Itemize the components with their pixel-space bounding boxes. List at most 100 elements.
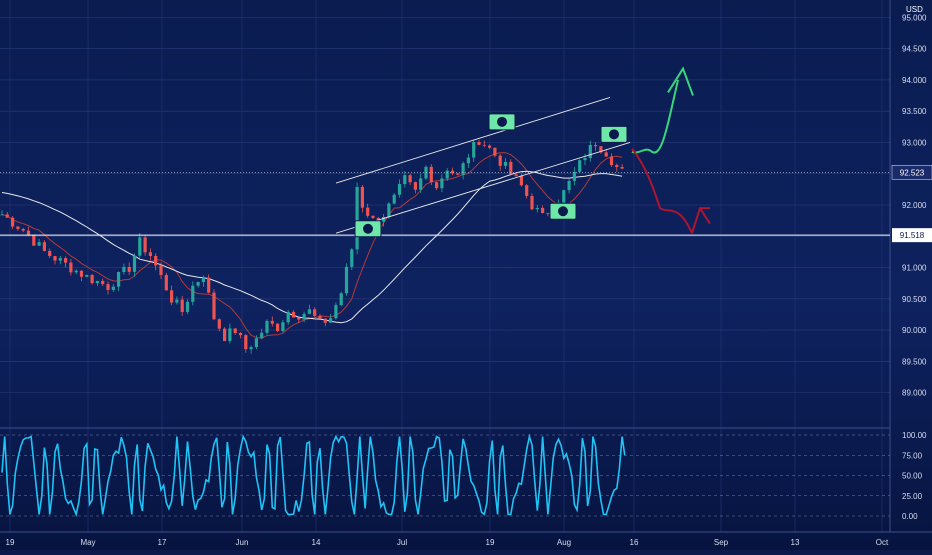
bearish-arrow-head xyxy=(691,207,711,234)
candle-body xyxy=(217,319,221,329)
candle-body xyxy=(588,144,592,159)
candle-body xyxy=(344,266,349,294)
drawings xyxy=(0,66,890,238)
time-axis: 19 May 17 Jun 14 Jul 19 Aug 16 Sep 13 Oct xyxy=(6,538,889,547)
candle-body xyxy=(313,309,317,316)
candle-body xyxy=(180,299,184,312)
candle-body xyxy=(196,281,200,286)
candle-body xyxy=(366,207,370,216)
candle-body xyxy=(493,147,497,156)
price-tick-label: 90.500 xyxy=(902,295,927,304)
candle-body xyxy=(318,315,322,319)
price-tick-label: 95.000 xyxy=(902,13,927,22)
candle-body xyxy=(429,166,433,183)
candle-body xyxy=(567,180,571,191)
candle-body xyxy=(191,285,195,302)
time-tick-label: Jun xyxy=(236,538,249,547)
oscillator-tick-label: 0.00 xyxy=(902,512,918,521)
candle-body xyxy=(456,173,460,175)
candle-body xyxy=(297,317,301,320)
candle-body xyxy=(265,320,269,333)
price-tick-label: 89.000 xyxy=(902,389,927,398)
candle-body xyxy=(58,258,62,261)
candle-body xyxy=(620,167,624,169)
currency-label: USD xyxy=(906,5,923,14)
candle-body xyxy=(472,142,476,158)
candle-body xyxy=(360,186,364,208)
time-tick-label: May xyxy=(80,538,95,547)
candle-body xyxy=(482,144,486,146)
candle-body xyxy=(594,144,598,147)
time-tick-label: 13 xyxy=(791,538,800,547)
candle-body xyxy=(69,262,73,273)
candle-body xyxy=(477,142,481,145)
candle-body xyxy=(0,214,4,216)
time-tick-label: 16 xyxy=(630,538,639,547)
candle-body xyxy=(127,266,131,272)
time-tick-label: 19 xyxy=(486,538,495,547)
candle-body xyxy=(238,333,243,336)
candle-body xyxy=(5,214,9,218)
candle-body xyxy=(79,270,84,277)
level-box xyxy=(892,228,932,243)
candle-body xyxy=(599,146,603,153)
candle-body xyxy=(371,215,375,218)
candle-body xyxy=(170,290,174,303)
price-tick-label: 89.500 xyxy=(902,357,927,366)
candle-body xyxy=(185,301,190,312)
candle-body xyxy=(228,328,232,342)
candle-body xyxy=(392,194,396,204)
candle-body xyxy=(466,157,470,164)
dollar-marker xyxy=(488,113,516,131)
candle-body xyxy=(95,280,99,284)
candle-body xyxy=(509,161,513,175)
candle-body xyxy=(233,328,237,334)
time-tick-label: 17 xyxy=(158,538,167,547)
candle-body xyxy=(48,250,52,257)
candle-body xyxy=(148,252,152,256)
time-tick-label: Aug xyxy=(557,538,571,547)
candle-body xyxy=(387,203,391,217)
candle-body xyxy=(519,175,523,186)
rising-channel-lower xyxy=(335,142,631,234)
candle-body xyxy=(53,256,57,261)
candle-body xyxy=(21,228,25,231)
candle-body xyxy=(514,174,518,176)
candle-body xyxy=(323,318,327,323)
candle-body xyxy=(164,274,168,291)
oscillator-panel xyxy=(0,433,890,518)
time-tick-label: Jul xyxy=(397,538,407,547)
time-tick-label: 19 xyxy=(6,538,15,547)
ma-long-line xyxy=(1,170,623,324)
level-badge: 91.518 xyxy=(892,228,932,243)
candle-body xyxy=(329,318,333,323)
candle-body xyxy=(16,226,20,229)
last-price-label: 92.523 xyxy=(900,168,925,177)
rising-channel-upper xyxy=(335,97,611,184)
candle-body xyxy=(397,184,402,195)
dollar-marker xyxy=(600,125,628,143)
candle-body xyxy=(42,242,46,251)
candle-body xyxy=(270,320,274,324)
candle-body xyxy=(281,322,285,332)
dollar-bill-center xyxy=(363,223,373,234)
candle-body xyxy=(244,335,248,350)
candle-body xyxy=(403,175,407,185)
candle-body xyxy=(37,242,41,246)
candle-body xyxy=(339,293,343,306)
candle-body xyxy=(408,175,412,183)
candle-body xyxy=(64,258,68,263)
bearish-projection-arrow xyxy=(631,148,693,234)
price-tick-label: 90.000 xyxy=(902,326,927,335)
candle-body xyxy=(530,195,534,210)
candle-body xyxy=(111,286,115,290)
candle-body xyxy=(440,178,444,189)
candle-body xyxy=(223,328,227,342)
oscillator-tick-label: 75.00 xyxy=(902,451,923,460)
price-tick-label: 92.000 xyxy=(902,201,927,210)
candle-body xyxy=(143,237,147,253)
price-tick-label: 93.500 xyxy=(902,107,927,116)
candle-body xyxy=(583,158,587,161)
candle-body xyxy=(334,305,338,319)
